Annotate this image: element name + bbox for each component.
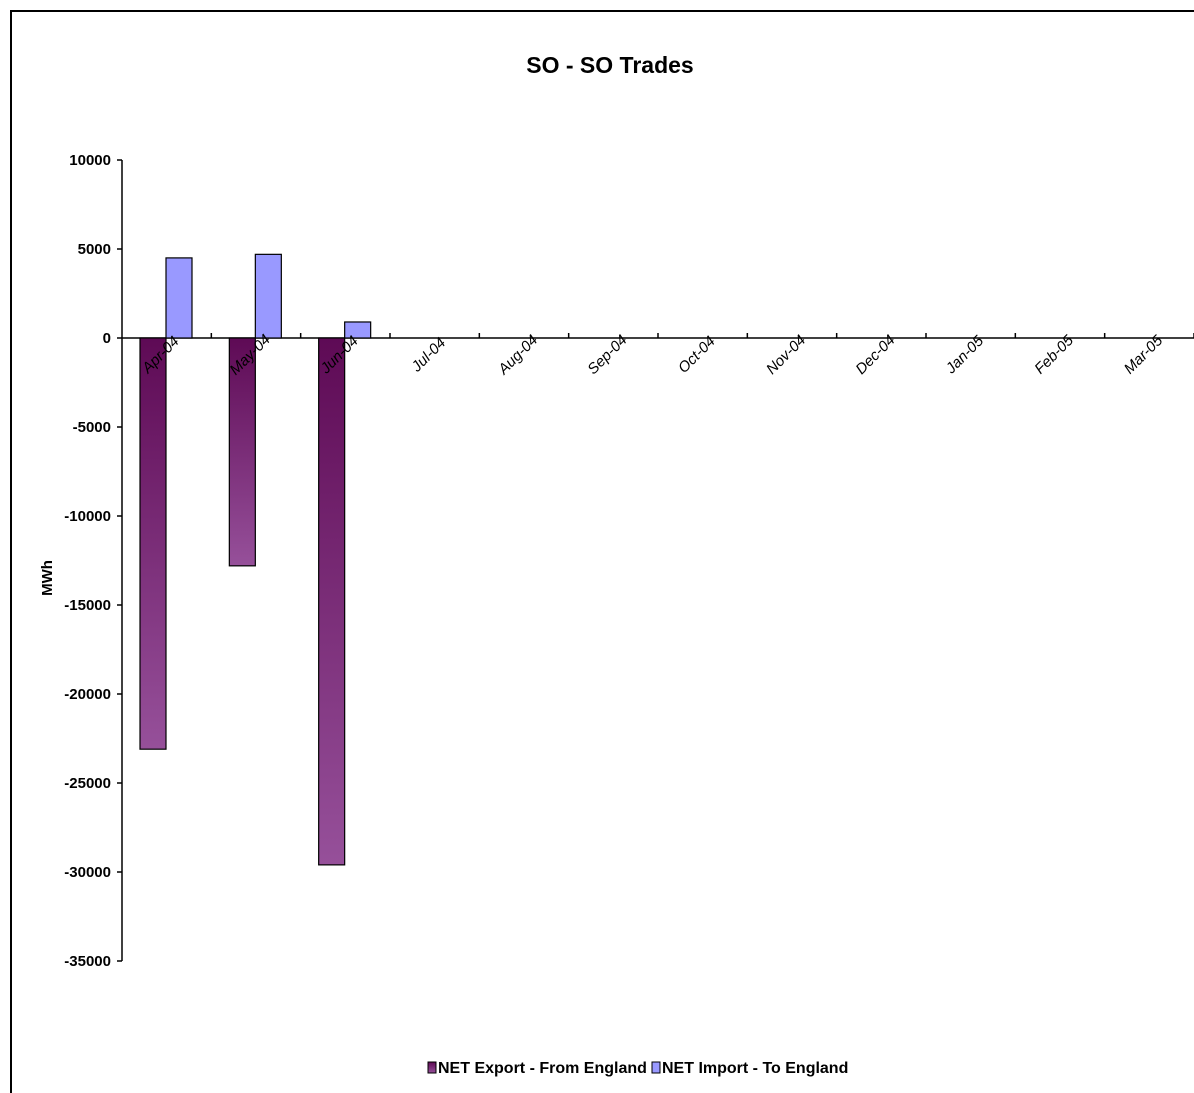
y-tick-label: 5000 (78, 241, 111, 258)
legend: NET Export - From England NET Import - T… (427, 1060, 848, 1077)
y-tick-label: -5000 (73, 419, 111, 436)
bar-net-import (165, 257, 193, 339)
y-tick-label: -15000 (64, 597, 111, 614)
x-category-label: Jul-04 (408, 334, 450, 376)
x-category-label: Jan-05 (942, 332, 988, 378)
y-tick-label: 0 (103, 330, 111, 347)
legend-swatch-net-export (427, 1061, 437, 1074)
y-tick-label: 10000 (69, 152, 111, 169)
x-category-label: Oct-04 (675, 333, 719, 377)
y-tick-label: -30000 (64, 864, 111, 881)
legend-label-net-export: NET Export - From England (438, 1060, 647, 1077)
bar-net-export (228, 337, 256, 567)
bar-net-import (344, 321, 372, 339)
legend-swatch-net-import (651, 1061, 661, 1074)
chart-title: SO - SO Trades (526, 52, 693, 78)
y-axis: 10000 5000 0 -5000 -10000 -15000 -20000 -25000 -… (64, 152, 123, 970)
bar-net-import (254, 253, 282, 339)
bars (139, 253, 372, 866)
y-tick-label: -20000 (64, 686, 111, 703)
y-tick-label: -35000 (64, 953, 111, 970)
y-tick-label: -25000 (64, 775, 111, 792)
y-tick-label: -10000 (64, 508, 111, 525)
x-axis (122, 333, 1194, 339)
legend-label-net-import: NET Import - To England (662, 1060, 848, 1077)
bar-net-export (318, 337, 346, 866)
chart-frame (10, 10, 1194, 1093)
bar-net-export (139, 337, 167, 750)
y-axis-label: MWh (39, 560, 56, 596)
